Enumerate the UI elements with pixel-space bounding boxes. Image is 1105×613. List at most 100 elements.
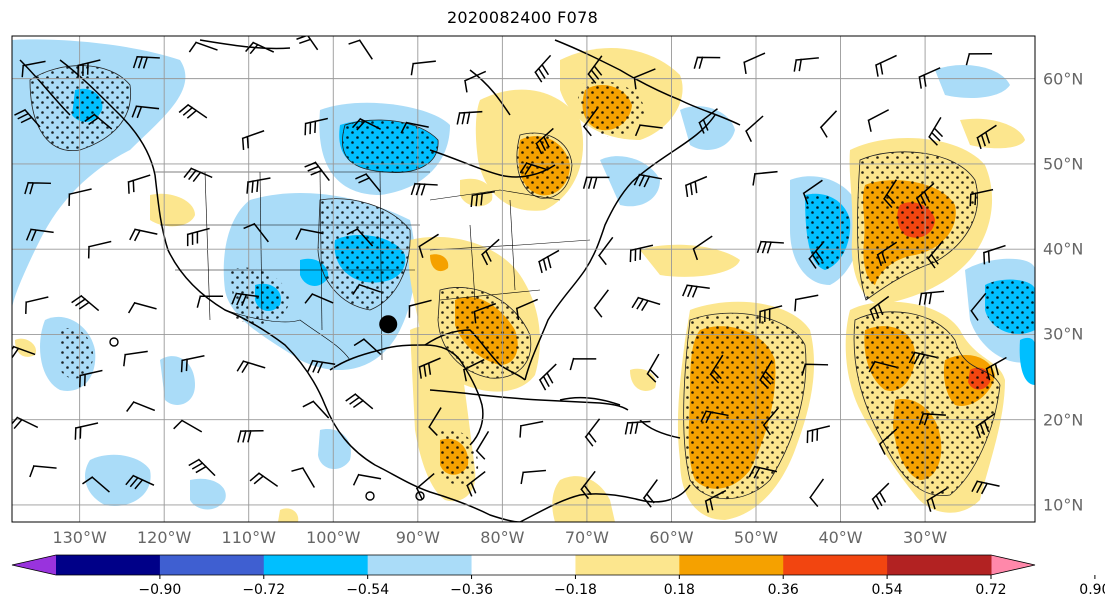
wind-barb: [470, 190, 495, 208]
wind-barb: [982, 244, 1006, 265]
wind-barb: [79, 369, 103, 388]
wind-barb: [698, 108, 718, 134]
longitude-label: 40°W: [818, 528, 863, 547]
wind-barb: [236, 360, 266, 374]
wind-barb: [700, 410, 729, 424]
wind-barb: [965, 52, 993, 66]
wind-barb: [475, 430, 490, 460]
wind-barb: [84, 113, 113, 130]
wind-barb: [802, 179, 823, 205]
wind-barb: [704, 489, 727, 513]
wind-barb: [871, 482, 890, 510]
wind-barb: [926, 487, 948, 512]
wind-barb: [74, 422, 99, 440]
wind-barb: [246, 177, 271, 194]
significance-stippling: [30, 65, 1035, 499]
wind-barb: [466, 470, 486, 497]
wind-barb: [759, 360, 775, 389]
wind-barb: [178, 103, 208, 119]
colorbar: [11, 554, 1096, 579]
wind-barb: [68, 188, 92, 206]
wind-barb: [304, 161, 330, 182]
wind-barb: [587, 55, 603, 84]
wind-barb: [908, 351, 938, 366]
wind-barb: [927, 240, 944, 269]
map-title: 2020082400 F078: [446, 8, 599, 27]
wind-barb: [535, 127, 554, 155]
wind-barb: [126, 401, 156, 412]
wind-barb: [692, 235, 713, 261]
wind-barb: [819, 110, 838, 138]
wind-barb: [582, 176, 610, 189]
colorbar-tick-label: −0.36: [450, 582, 493, 598]
wind-barb: [123, 350, 148, 367]
wind-barb: [87, 240, 112, 259]
wind-barb: [631, 296, 661, 312]
colorbar-segment: [159, 555, 265, 575]
wind-barb: [352, 473, 382, 486]
wind-barb: [25, 228, 54, 242]
wind-barb: [748, 465, 778, 479]
wind-barb: [869, 295, 890, 322]
colorbar-tick-label: −0.18: [553, 582, 597, 598]
wind-barb: [14, 108, 41, 128]
wind-barb: [801, 363, 829, 376]
wind-barb: [598, 236, 614, 266]
longitude-label: 100°W: [306, 528, 361, 547]
wind-barb: [633, 173, 662, 188]
wind-barb: [481, 238, 500, 266]
wind-barb: [918, 290, 945, 306]
wind-barb: [743, 52, 766, 75]
wind-barb: [918, 412, 946, 426]
lat-lon-grid: [12, 36, 1035, 522]
wind-barb: [304, 293, 334, 304]
wind-barb: [634, 124, 663, 137]
wind-barb: [806, 425, 831, 444]
wind-barb: [245, 41, 275, 55]
wind-barb: [976, 124, 997, 150]
wind-barb: [21, 60, 46, 78]
wind-barb: [348, 39, 373, 60]
wind-barb: [534, 54, 552, 83]
wind-barb: [582, 107, 599, 137]
wind-barb: [538, 249, 560, 274]
wind-barb: [975, 412, 996, 438]
longitude-label: 80°W: [480, 528, 525, 547]
wind-barb: [237, 429, 264, 443]
wind-barb: [646, 353, 660, 383]
wind-barb: [418, 357, 441, 379]
wind-barb: [346, 228, 374, 247]
wind-barb: [969, 188, 994, 207]
wind-barb: [745, 115, 764, 143]
colorbar-segment: [783, 555, 888, 575]
colorbar-segment: [575, 555, 680, 575]
wind-barb: [462, 358, 485, 382]
wind-barb: [24, 181, 51, 195]
political-borders: [155, 171, 591, 361]
wind-barb: [520, 469, 547, 485]
wind-barb: [12, 345, 36, 359]
colorbar-tick-label: 0.90: [1079, 582, 1105, 598]
wind-barb: [633, 68, 656, 90]
wind-barb: [410, 182, 438, 196]
wind-barb: [971, 480, 1000, 495]
wind-barb: [12, 416, 39, 430]
wind-barb: [970, 292, 987, 321]
coastlines: [19, 39, 741, 522]
longitude-label: 120°W: [136, 528, 192, 547]
wind-barb: [793, 57, 819, 72]
wind-barb: [188, 458, 216, 477]
colorbar-segment: [471, 555, 576, 575]
wind-barb: [867, 109, 890, 132]
wind-barb: [196, 295, 224, 308]
wind-barb: [180, 355, 205, 373]
calm-wind-markers: [109, 337, 425, 501]
wind-barb: [302, 400, 330, 419]
latitude-label: 60°N: [1043, 69, 1084, 89]
longitude-label: 50°W: [733, 528, 779, 547]
wind-barb: [188, 41, 218, 53]
wind-barb: [762, 407, 779, 436]
wind-barb: [291, 466, 316, 488]
wind-barb: [752, 170, 778, 186]
